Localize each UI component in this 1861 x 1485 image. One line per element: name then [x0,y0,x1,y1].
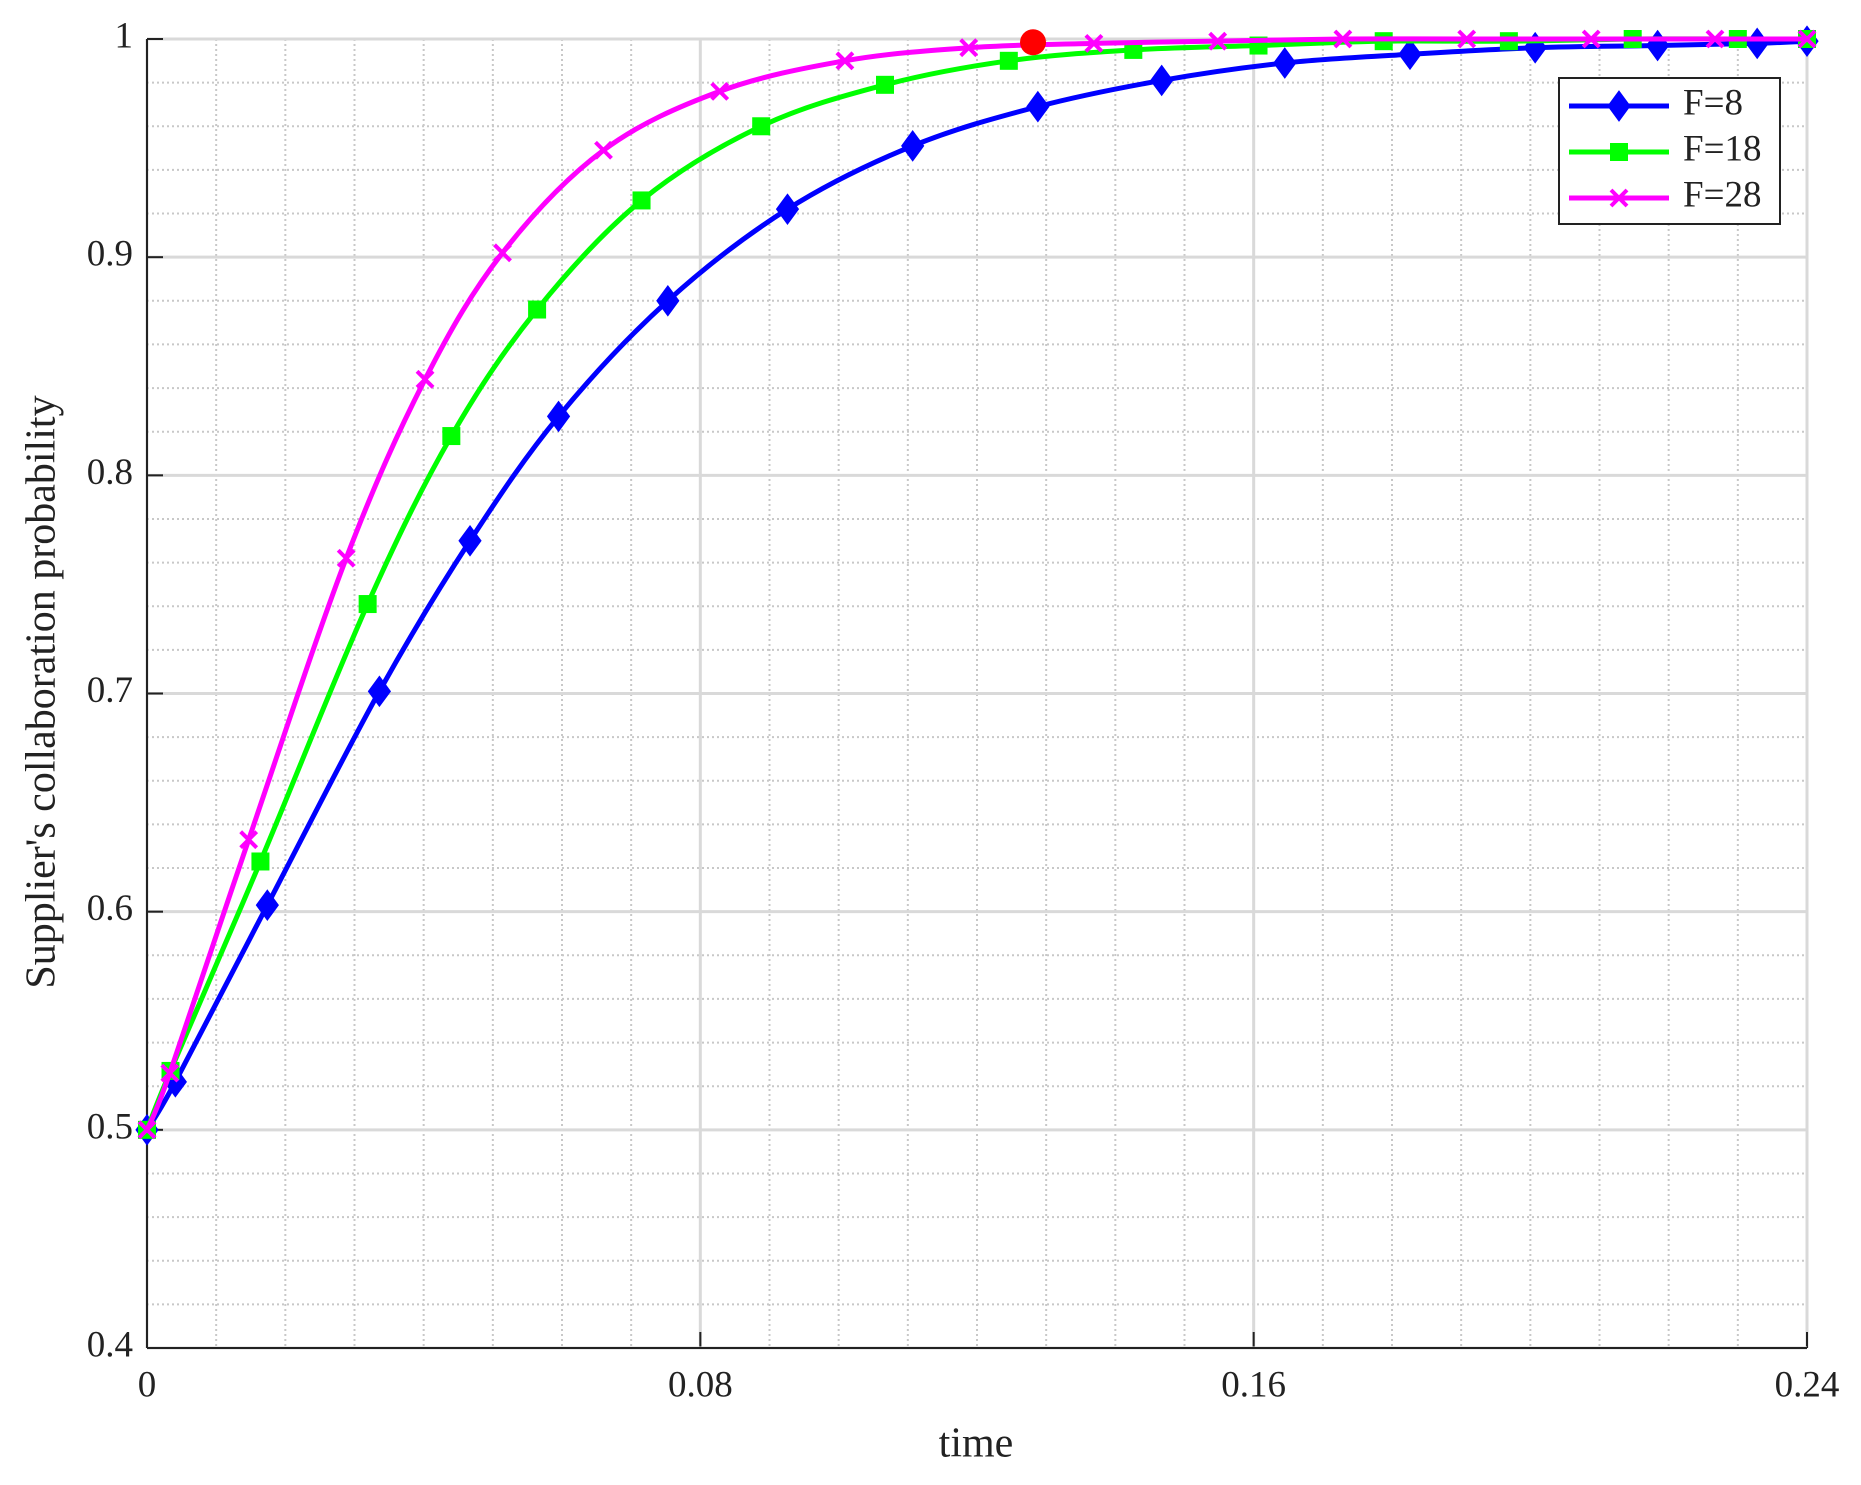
marker [255,889,279,921]
marker [1208,31,1228,51]
marker [358,595,377,614]
marker [160,1063,180,1083]
y-tick-label: 0.9 [87,234,133,275]
marker [656,284,680,317]
y-tick-label: 0.4 [87,1324,133,1365]
marker [415,369,435,389]
marker [710,81,730,101]
marker [336,548,356,568]
series-line [144,36,1807,1131]
marker [1645,29,1670,62]
marker [876,75,895,94]
x-tick-label: 0.08 [668,1364,733,1405]
y-axis-label: Supplier's collaboration probability [19,395,65,988]
marker [239,830,259,850]
legend-label: F=8 [1683,82,1743,123]
marker [1084,33,1104,53]
y-tick-label: 0.7 [87,670,133,711]
marker [999,51,1018,70]
marker [137,1120,157,1140]
marker [1797,29,1817,49]
marker [594,140,613,160]
marker [1581,29,1601,49]
marker [959,38,979,58]
marker [752,117,771,136]
marker [1610,143,1628,161]
marker [1273,47,1297,79]
marker [367,675,392,708]
y-tick-label: 1 [115,15,134,56]
marker [458,524,482,557]
marker [1124,40,1143,59]
marker [493,243,512,263]
marker [528,300,547,319]
marker [1398,38,1422,71]
marker [901,130,925,162]
marker [251,852,270,871]
x-tick-label: 0.16 [1221,1364,1286,1405]
marker [1745,27,1769,60]
legend: F=8 F=18 F=28 [1558,77,1781,225]
y-tick-label: 0.6 [87,888,133,929]
marker [1705,29,1725,49]
marker [775,193,800,226]
marker [1457,29,1477,49]
marker [835,51,855,71]
marker [1026,90,1050,123]
marker [546,400,571,433]
marker [1150,64,1174,97]
y-tick-label: 0.5 [87,1106,133,1147]
x-tick-label: 0.24 [1775,1364,1840,1405]
marker [1609,188,1629,208]
legend-label: F=18 [1683,128,1761,169]
marker [1333,29,1353,49]
highlight-point [1020,29,1047,56]
marker [442,427,461,446]
marker [1607,90,1631,122]
legend-label: F=28 [1683,174,1761,215]
x-axis-label: time [939,1421,1014,1467]
y-tick-label: 0.8 [87,452,133,493]
marker [632,191,651,210]
x-tick-label: 0 [138,1364,157,1405]
